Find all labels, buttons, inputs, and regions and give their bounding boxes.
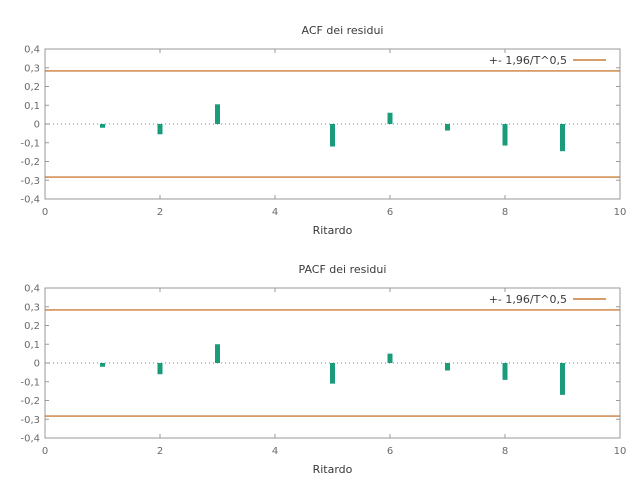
acf-x-tick-label: 2 [157, 207, 163, 218]
pacf-panel: PACF dei residui -0,4 -0,3 -0,2 -0,1 0 0,1 0,2 0… [20, 263, 626, 476]
acf-y-tick-label: 0,1 [24, 101, 40, 112]
pacf-bar-lag-9 [560, 363, 565, 395]
acf-x-tick-label: 0 [42, 207, 48, 218]
acf-bar-lag-1 [100, 124, 105, 128]
acf-bar-lag-8 [502, 124, 508, 146]
acf-bar-lag-2 [157, 124, 163, 135]
acf-y-tick-label: 0,2 [24, 82, 40, 93]
acf-bar-lag-6 [387, 112, 393, 124]
pacf-x-tick-label: 2 [157, 446, 163, 457]
pacf-x-tick-label: 4 [272, 446, 278, 457]
pacf-bar-lag-5 [330, 363, 335, 384]
acf-y-tick-label: -0,4 [20, 195, 40, 206]
acf-bar-lag-5 [330, 124, 335, 147]
acf-x-tick-label: 6 [387, 207, 393, 218]
acf-y-tick-label: 0,3 [24, 63, 40, 74]
pacf-y-tick-label: -0,1 [20, 377, 40, 388]
pacf-x-tick-label: 8 [502, 446, 508, 457]
acf-bar-lag-3 [215, 104, 220, 124]
pacf-y-tick-label: -0,3 [20, 415, 40, 426]
acf-chart-title: ACF dei residui [302, 24, 384, 37]
pacf-bar-lag-2 [157, 363, 163, 375]
pacf-y-tick-label: 0,2 [24, 321, 40, 332]
pacf-x-tick-label: 10 [614, 446, 627, 457]
acf-y-tick-label: 0 [34, 120, 40, 131]
acf-y-tick-label: -0,1 [20, 138, 40, 149]
pacf-bar-lag-1 [100, 363, 105, 367]
acf-bar-lag-9 [560, 124, 565, 152]
acf-x-tick-label: 8 [502, 207, 508, 218]
pacf-bar-lag-7 [445, 363, 450, 371]
pacf-y-tick-label: -0,2 [20, 396, 40, 407]
acf-x-tick-label: 10 [614, 207, 627, 218]
pacf-y-tick-label: 0,4 [24, 284, 40, 295]
pacf-bar-lag-3 [215, 344, 220, 363]
pacf-y-tick-label: 0,1 [24, 340, 40, 351]
acf-x-tick-label: 4 [272, 207, 278, 218]
pacf-x-axis-label: Ritardo [313, 463, 353, 476]
pacf-x-tick-label: 0 [42, 446, 48, 457]
acf-y-tick-label: -0,2 [20, 157, 40, 168]
acf-y-tick-label: 0,4 [24, 45, 40, 56]
acf-x-axis-label: Ritardo [313, 224, 353, 237]
acf-legend-label: +- 1,96/T^0,5 [489, 54, 567, 67]
pacf-y-tick-label: -0,4 [20, 434, 40, 445]
acf-panel: ACF dei residui -0,4 -0,3 -0,2 -0,1 0 0,1 0,2 0,… [20, 24, 626, 237]
pacf-y-tick-label: 0 [34, 359, 40, 370]
pacf-bar-lag-8 [502, 363, 508, 380]
acf-bar-lag-7 [445, 124, 450, 131]
pacf-y-tick-label: 0,3 [24, 302, 40, 313]
acf-y-tick-label: -0,3 [20, 176, 40, 187]
pacf-legend-label: +- 1,96/T^0,5 [489, 293, 567, 306]
pacf-bar-lag-6 [387, 353, 393, 363]
pacf-chart-title: PACF dei residui [299, 263, 387, 276]
pacf-x-tick-label: 6 [387, 446, 393, 457]
